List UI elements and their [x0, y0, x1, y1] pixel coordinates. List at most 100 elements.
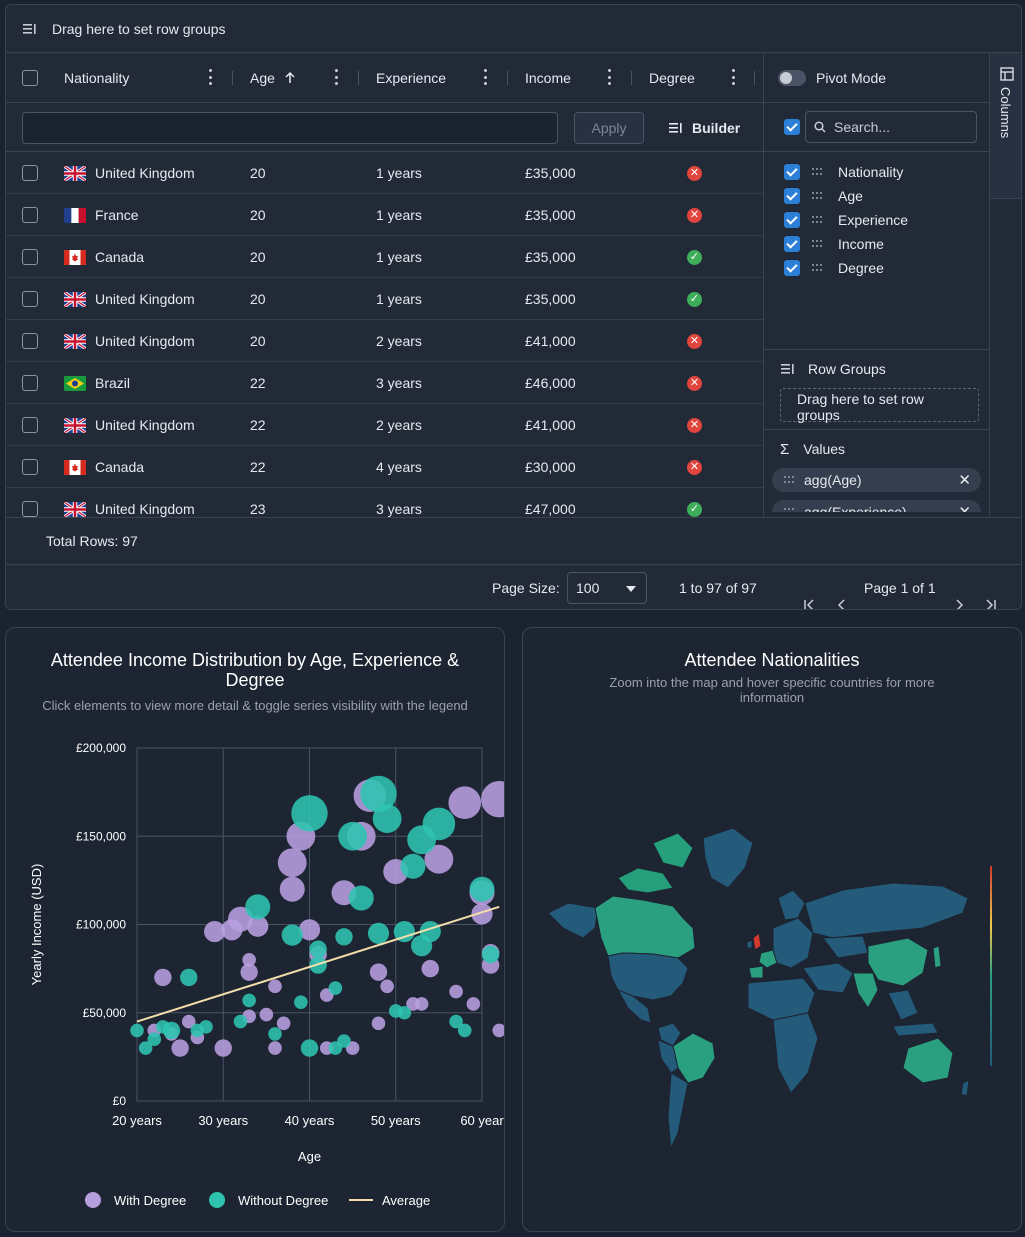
previous-page-icon[interactable]: [836, 582, 848, 610]
with-degree-point[interactable]: [214, 1039, 232, 1057]
column-list-item[interactable]: Nationality: [764, 160, 989, 184]
map-country-colombia[interactable]: [657, 1022, 682, 1047]
column-menu-icon[interactable]: [483, 69, 487, 85]
builder-button[interactable]: Builder: [668, 112, 740, 144]
map-country-alaska[interactable]: [547, 902, 599, 939]
with-degree-point[interactable]: [181, 1014, 196, 1029]
map-country-russia[interactable]: [804, 882, 969, 939]
value-pill[interactable]: agg(Age) ✕: [772, 468, 981, 492]
first-page-icon[interactable]: [803, 582, 815, 610]
without-degree-point[interactable]: [328, 1041, 343, 1055]
table-row[interactable]: United Kingdom 22 2 years £41,000 ✕: [6, 404, 763, 446]
with-degree-point[interactable]: [492, 1023, 505, 1038]
without-degree-point[interactable]: [245, 894, 271, 920]
drag-handle-icon[interactable]: [784, 508, 794, 512]
without-degree-point[interactable]: [393, 920, 415, 943]
without-degree-point[interactable]: [300, 1039, 319, 1057]
table-row[interactable]: United Kingdom 20 2 years £41,000 ✕: [6, 320, 763, 362]
without-degree-point[interactable]: [397, 1005, 412, 1020]
advanced-filter-input[interactable]: [22, 112, 558, 144]
without-degree-point[interactable]: [457, 1023, 472, 1038]
last-page-icon[interactable]: [985, 582, 997, 610]
drag-handle-icon[interactable]: [812, 264, 822, 272]
without-degree-point[interactable]: [449, 1014, 463, 1029]
map-country-australia[interactable]: [902, 1037, 954, 1084]
column-visible-checkbox[interactable]: [784, 164, 800, 180]
with-degree-point[interactable]: [481, 780, 505, 818]
column-visible-checkbox[interactable]: [784, 212, 800, 228]
map-country-india[interactable]: [852, 972, 879, 1009]
without-degree-point[interactable]: [360, 775, 397, 813]
remove-icon[interactable]: ✕: [958, 472, 971, 489]
map-country-france[interactable]: [758, 949, 778, 969]
legend-with-degree-marker[interactable]: [85, 1192, 101, 1208]
without-degree-point[interactable]: [372, 804, 402, 833]
column-separator[interactable]: [358, 71, 359, 85]
drag-handle-icon[interactable]: [812, 216, 822, 224]
row-checkbox[interactable]: [22, 194, 38, 236]
map-country-ireland[interactable]: [746, 939, 753, 949]
apply-button[interactable]: Apply: [574, 112, 644, 144]
without-degree-point[interactable]: [138, 1041, 153, 1055]
legend-average-label[interactable]: Average: [382, 1193, 430, 1208]
value-pill[interactable]: agg(Experience) ✕: [772, 500, 981, 512]
column-list-item[interactable]: Experience: [764, 208, 989, 232]
drag-handle-icon[interactable]: [812, 240, 822, 248]
map-country-canada[interactable]: [594, 895, 696, 959]
map-country-peru[interactable]: [657, 1039, 679, 1074]
column-separator[interactable]: [631, 71, 632, 85]
table-row[interactable]: United Kingdom 23 3 years £47,000 ✓: [6, 488, 763, 517]
without-degree-point[interactable]: [199, 1020, 213, 1034]
map-country-new-zealand[interactable]: [960, 1079, 970, 1097]
map-country-middle-east[interactable]: [802, 962, 854, 994]
column-menu-icon[interactable]: [607, 69, 611, 85]
remove-icon[interactable]: ✕: [958, 503, 971, 512]
with-degree-point[interactable]: [371, 1016, 386, 1031]
column-menu-icon[interactable]: [208, 69, 212, 85]
with-degree-point[interactable]: [424, 844, 454, 874]
column-visible-checkbox[interactable]: [784, 260, 800, 276]
without-degree-point[interactable]: [242, 993, 256, 1008]
map-country-africa-south[interactable]: [772, 1012, 819, 1094]
map-country-spain[interactable]: [748, 965, 764, 979]
select-all-checkbox[interactable]: [22, 53, 38, 103]
without-degree-point[interactable]: [400, 853, 426, 879]
with-degree-point[interactable]: [240, 963, 258, 981]
with-degree-point[interactable]: [247, 915, 269, 937]
table-row[interactable]: France 20 1 years £35,000 ✕: [6, 194, 763, 236]
scatter-chart[interactable]: 20 years 30 years 40 years 50 years 60 year £…: [6, 628, 505, 1232]
header-income[interactable]: Income: [525, 53, 571, 103]
pivot-mode-toggle[interactable]: [778, 69, 806, 86]
map-country-europe-east[interactable]: [772, 917, 814, 969]
row-checkbox[interactable]: [22, 488, 38, 517]
with-degree-point[interactable]: [449, 984, 463, 999]
header-experience[interactable]: Experience: [376, 53, 446, 103]
row-checkbox[interactable]: [22, 320, 38, 362]
drag-handle-icon[interactable]: [812, 168, 822, 176]
with-degree-point[interactable]: [466, 997, 481, 1011]
with-degree-point[interactable]: [276, 1016, 291, 1031]
row-checkbox[interactable]: [22, 236, 38, 278]
table-row[interactable]: Canada 20 1 years £35,000 ✓: [6, 236, 763, 278]
without-degree-point[interactable]: [348, 885, 374, 911]
with-degree-point[interactable]: [268, 979, 282, 994]
column-list-item[interactable]: Age: [764, 184, 989, 208]
column-menu-icon[interactable]: [334, 69, 338, 85]
without-degree-point[interactable]: [268, 1027, 282, 1041]
table-row[interactable]: Canada 22 4 years £30,000 ✕: [6, 446, 763, 488]
without-degree-point[interactable]: [291, 795, 328, 832]
with-degree-point[interactable]: [259, 1007, 274, 1022]
with-degree-point[interactable]: [204, 920, 226, 943]
with-degree-point[interactable]: [277, 848, 307, 878]
with-degree-point[interactable]: [369, 963, 388, 981]
without-degree-point[interactable]: [281, 924, 303, 946]
drag-handle-icon[interactable]: [784, 476, 794, 484]
map-country-southeast-asia[interactable]: [887, 989, 919, 1021]
map-country-indonesia[interactable]: [892, 1022, 939, 1037]
table-row[interactable]: United Kingdom 20 1 years £35,000 ✕: [6, 152, 763, 194]
without-degree-point[interactable]: [130, 1023, 144, 1038]
without-degree-point[interactable]: [233, 1014, 248, 1029]
without-degree-point[interactable]: [422, 807, 456, 841]
without-degree-point[interactable]: [328, 981, 343, 995]
with-degree-point[interactable]: [268, 1041, 282, 1055]
